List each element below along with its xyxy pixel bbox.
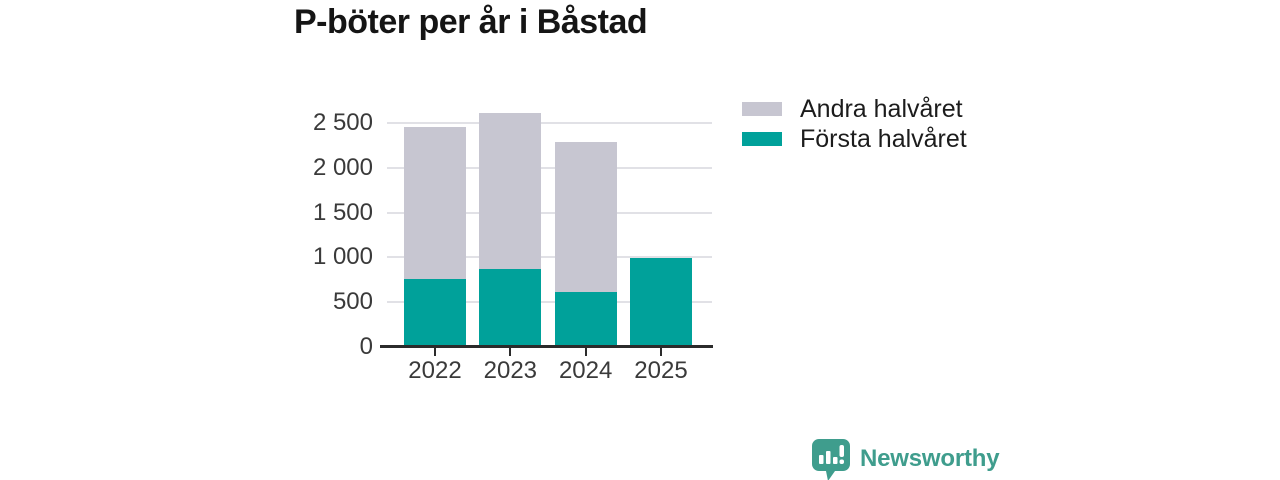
gridline: [387, 301, 712, 304]
y-tick-label: 2 500: [312, 109, 373, 136]
newsworthy-logo-text: Newsworthy: [860, 445, 1000, 472]
bar-segment-2024: [554, 292, 617, 347]
bar-segment-2025: [629, 258, 692, 347]
legend: Andra halvåret Första halvåret: [742, 94, 967, 157]
x-tick-mark: [584, 348, 587, 356]
x-tick-mark: [434, 348, 436, 356]
y-tick-label: 1 500: [312, 198, 373, 226]
bar-segment-2024: [554, 141, 617, 293]
x-tick-label: 2022: [408, 357, 462, 384]
bar-segment-2022: [404, 278, 466, 347]
legend-row: Andra halvåret: [742, 94, 967, 123]
gridline: [387, 211, 712, 214]
legend-label: Andra halvåret: [800, 94, 963, 123]
x-tick-label: 2024: [558, 357, 613, 384]
bar-segment-2023: [479, 269, 542, 347]
x-axis-line: [380, 345, 713, 348]
bar-segment-2022: [404, 127, 466, 279]
chart-title: P-böter per år i Båstad: [294, 3, 648, 41]
x-tick-label: 2025: [634, 357, 688, 384]
gridline: [387, 166, 712, 169]
gridline: [387, 122, 712, 124]
x-tick-mark: [659, 348, 662, 356]
bar-segment-2023: [479, 113, 542, 270]
y-tick-label: 2 000: [312, 153, 373, 181]
x-tick-label: 2023: [483, 357, 538, 384]
gridline: [387, 256, 712, 259]
y-tick-label: 0: [359, 333, 373, 360]
y-tick-label: 1 000: [312, 243, 373, 271]
legend-swatch: [742, 102, 782, 116]
newsworthy-logo: Newsworthy: [811, 438, 1000, 480]
newsworthy-logo-icon: [812, 439, 850, 480]
plot-area: [382, 110, 712, 347]
x-tick-mark: [509, 348, 512, 356]
legend-swatch: [742, 132, 782, 146]
legend-row: Första halvåret: [742, 124, 967, 153]
legend-label: Första halvåret: [800, 124, 967, 153]
y-tick-label: 500: [332, 288, 373, 316]
